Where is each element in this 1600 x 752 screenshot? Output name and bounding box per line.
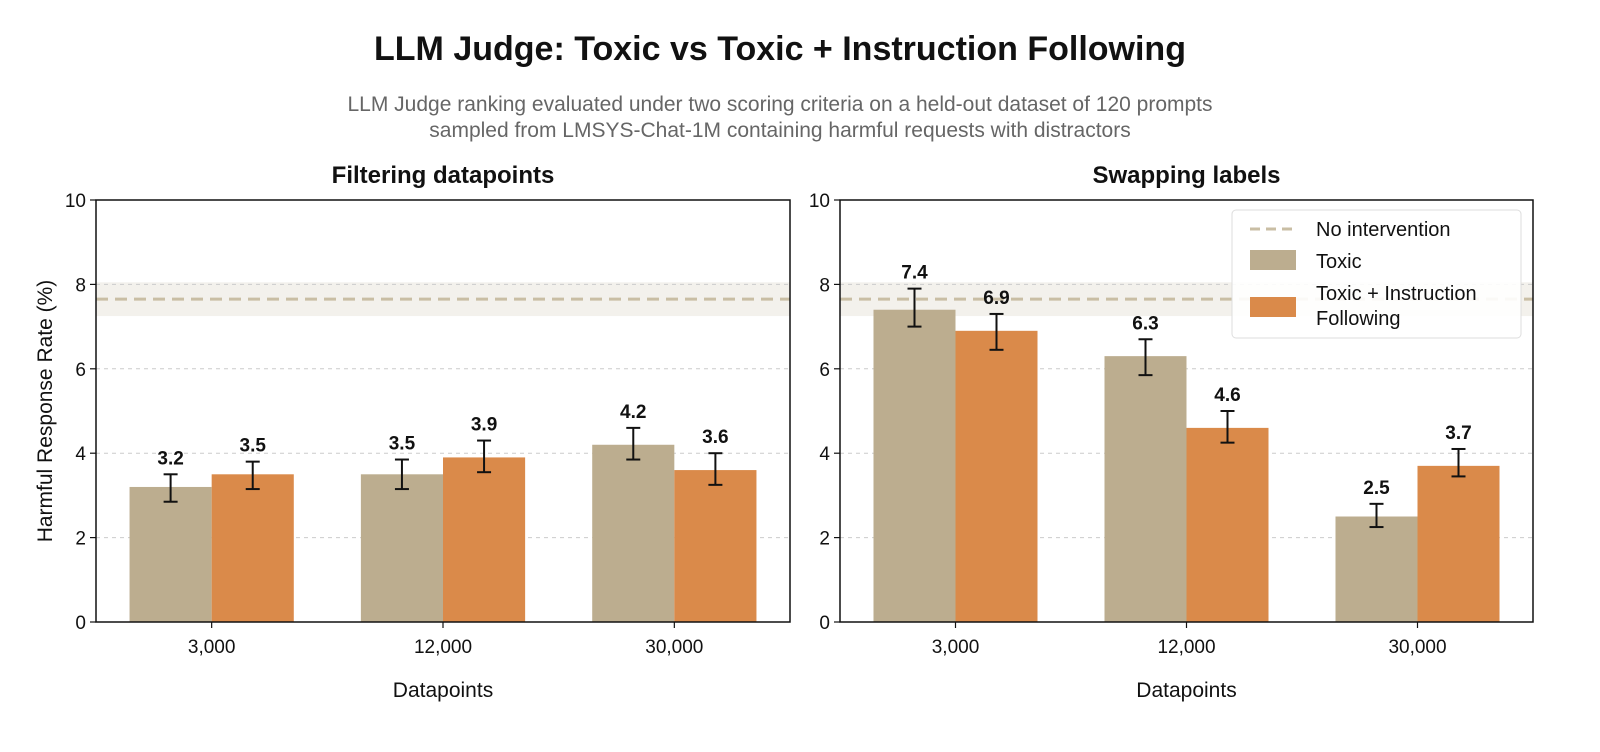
bar-toxic-if-3 bbox=[674, 470, 757, 622]
legend-swatch-toxic bbox=[1250, 250, 1296, 270]
error-bar bbox=[1220, 410, 1235, 444]
bar-toxic-3 bbox=[592, 444, 675, 622]
data-label: 6.9 bbox=[983, 288, 1009, 309]
y-tick-label: 2 bbox=[75, 529, 86, 550]
bar-toxic-1 bbox=[873, 309, 956, 622]
subtitle-line-2: sampled from LMSYS-Chat-1M containing ha… bbox=[429, 119, 1130, 142]
x-tick-label: 12,000 bbox=[1157, 637, 1215, 658]
x-tick-label: 12,000 bbox=[414, 637, 472, 658]
error-bar bbox=[1451, 447, 1466, 478]
y-tick-label: 8 bbox=[819, 275, 830, 296]
y-axis-label: Harmful Response Rate (%) bbox=[34, 280, 57, 543]
error-bar bbox=[477, 439, 492, 474]
error-bar bbox=[708, 452, 723, 486]
legend-label-toxic-if-line1: Toxic + Instruction bbox=[1316, 283, 1477, 305]
legend-label-toxic-if-line2: Following bbox=[1316, 308, 1400, 330]
y-tick-label: 6 bbox=[819, 360, 830, 381]
subtitle-line-1: LLM Judge ranking evaluated under two sc… bbox=[347, 93, 1212, 116]
legend-label-toxic: Toxic bbox=[1316, 251, 1362, 273]
y-tick-label: 8 bbox=[75, 275, 86, 296]
data-label: 4.2 bbox=[620, 402, 646, 423]
error-bar bbox=[163, 473, 178, 503]
data-label: 7.4 bbox=[901, 263, 928, 284]
y-tick-label: 0 bbox=[819, 613, 830, 634]
panel-1: 0 2 4 6 8 10 3.2 3.5 4.2 3.5 3.9 3.6 3,000 12,000 30,0… bbox=[34, 162, 791, 702]
error-bar bbox=[1369, 502, 1384, 529]
y-tick-label: 2 bbox=[819, 529, 830, 550]
x-axis-label: Datapoints bbox=[1136, 679, 1236, 702]
panel-title: Filtering datapoints bbox=[332, 162, 555, 189]
data-label: 3.9 bbox=[471, 415, 497, 436]
x-tick-label: 30,000 bbox=[645, 637, 703, 658]
error-bar bbox=[245, 460, 260, 491]
error-bar bbox=[907, 287, 922, 328]
bar-toxic-1 bbox=[129, 486, 212, 622]
data-label: 3.2 bbox=[157, 448, 183, 469]
data-label: 4.6 bbox=[1214, 385, 1240, 406]
error-bar bbox=[989, 312, 1004, 351]
legend-label-no-intervention: No intervention bbox=[1316, 219, 1451, 241]
y-tick-label: 4 bbox=[75, 444, 86, 465]
data-label: 2.5 bbox=[1363, 478, 1390, 499]
x-tick-label: 3,000 bbox=[932, 637, 980, 658]
bar-toxic-if-2 bbox=[443, 457, 526, 622]
legend-swatch-toxic-if bbox=[1250, 297, 1296, 317]
y-tick-label: 0 bbox=[75, 613, 86, 634]
error-bar bbox=[394, 458, 409, 491]
bar-toxic-if-1 bbox=[211, 474, 294, 622]
bar-toxic-3 bbox=[1335, 516, 1418, 622]
error-bar bbox=[626, 426, 641, 461]
bar-toxic-if-1 bbox=[955, 330, 1038, 622]
y-tick-label: 6 bbox=[75, 360, 86, 381]
data-label: 3.6 bbox=[702, 427, 728, 448]
data-label: 3.7 bbox=[1445, 423, 1471, 444]
x-tick-label: 3,000 bbox=[188, 637, 236, 658]
bar-toxic-if-3 bbox=[1417, 465, 1500, 622]
legend: No intervention Toxic Toxic + Instruction F… bbox=[1231, 209, 1522, 339]
panel-title: Swapping labels bbox=[1092, 162, 1280, 189]
figure-title: LLM Judge: Toxic vs Toxic + Instruction … bbox=[374, 30, 1186, 68]
data-label: 3.5 bbox=[389, 434, 416, 455]
bar-toxic-2 bbox=[360, 474, 443, 622]
bar-toxic-2 bbox=[1104, 356, 1187, 622]
data-label: 3.5 bbox=[240, 436, 267, 457]
y-tick-label: 10 bbox=[65, 191, 86, 212]
data-label: 6.3 bbox=[1132, 313, 1158, 334]
bar-toxic-if-2 bbox=[1186, 427, 1269, 622]
error-bar bbox=[1138, 338, 1153, 377]
x-axis-label: Datapoints bbox=[393, 679, 493, 702]
legend-box bbox=[1231, 209, 1522, 339]
x-tick-label: 30,000 bbox=[1388, 637, 1446, 658]
y-tick-label: 10 bbox=[809, 191, 830, 212]
y-tick-label: 4 bbox=[819, 444, 830, 465]
